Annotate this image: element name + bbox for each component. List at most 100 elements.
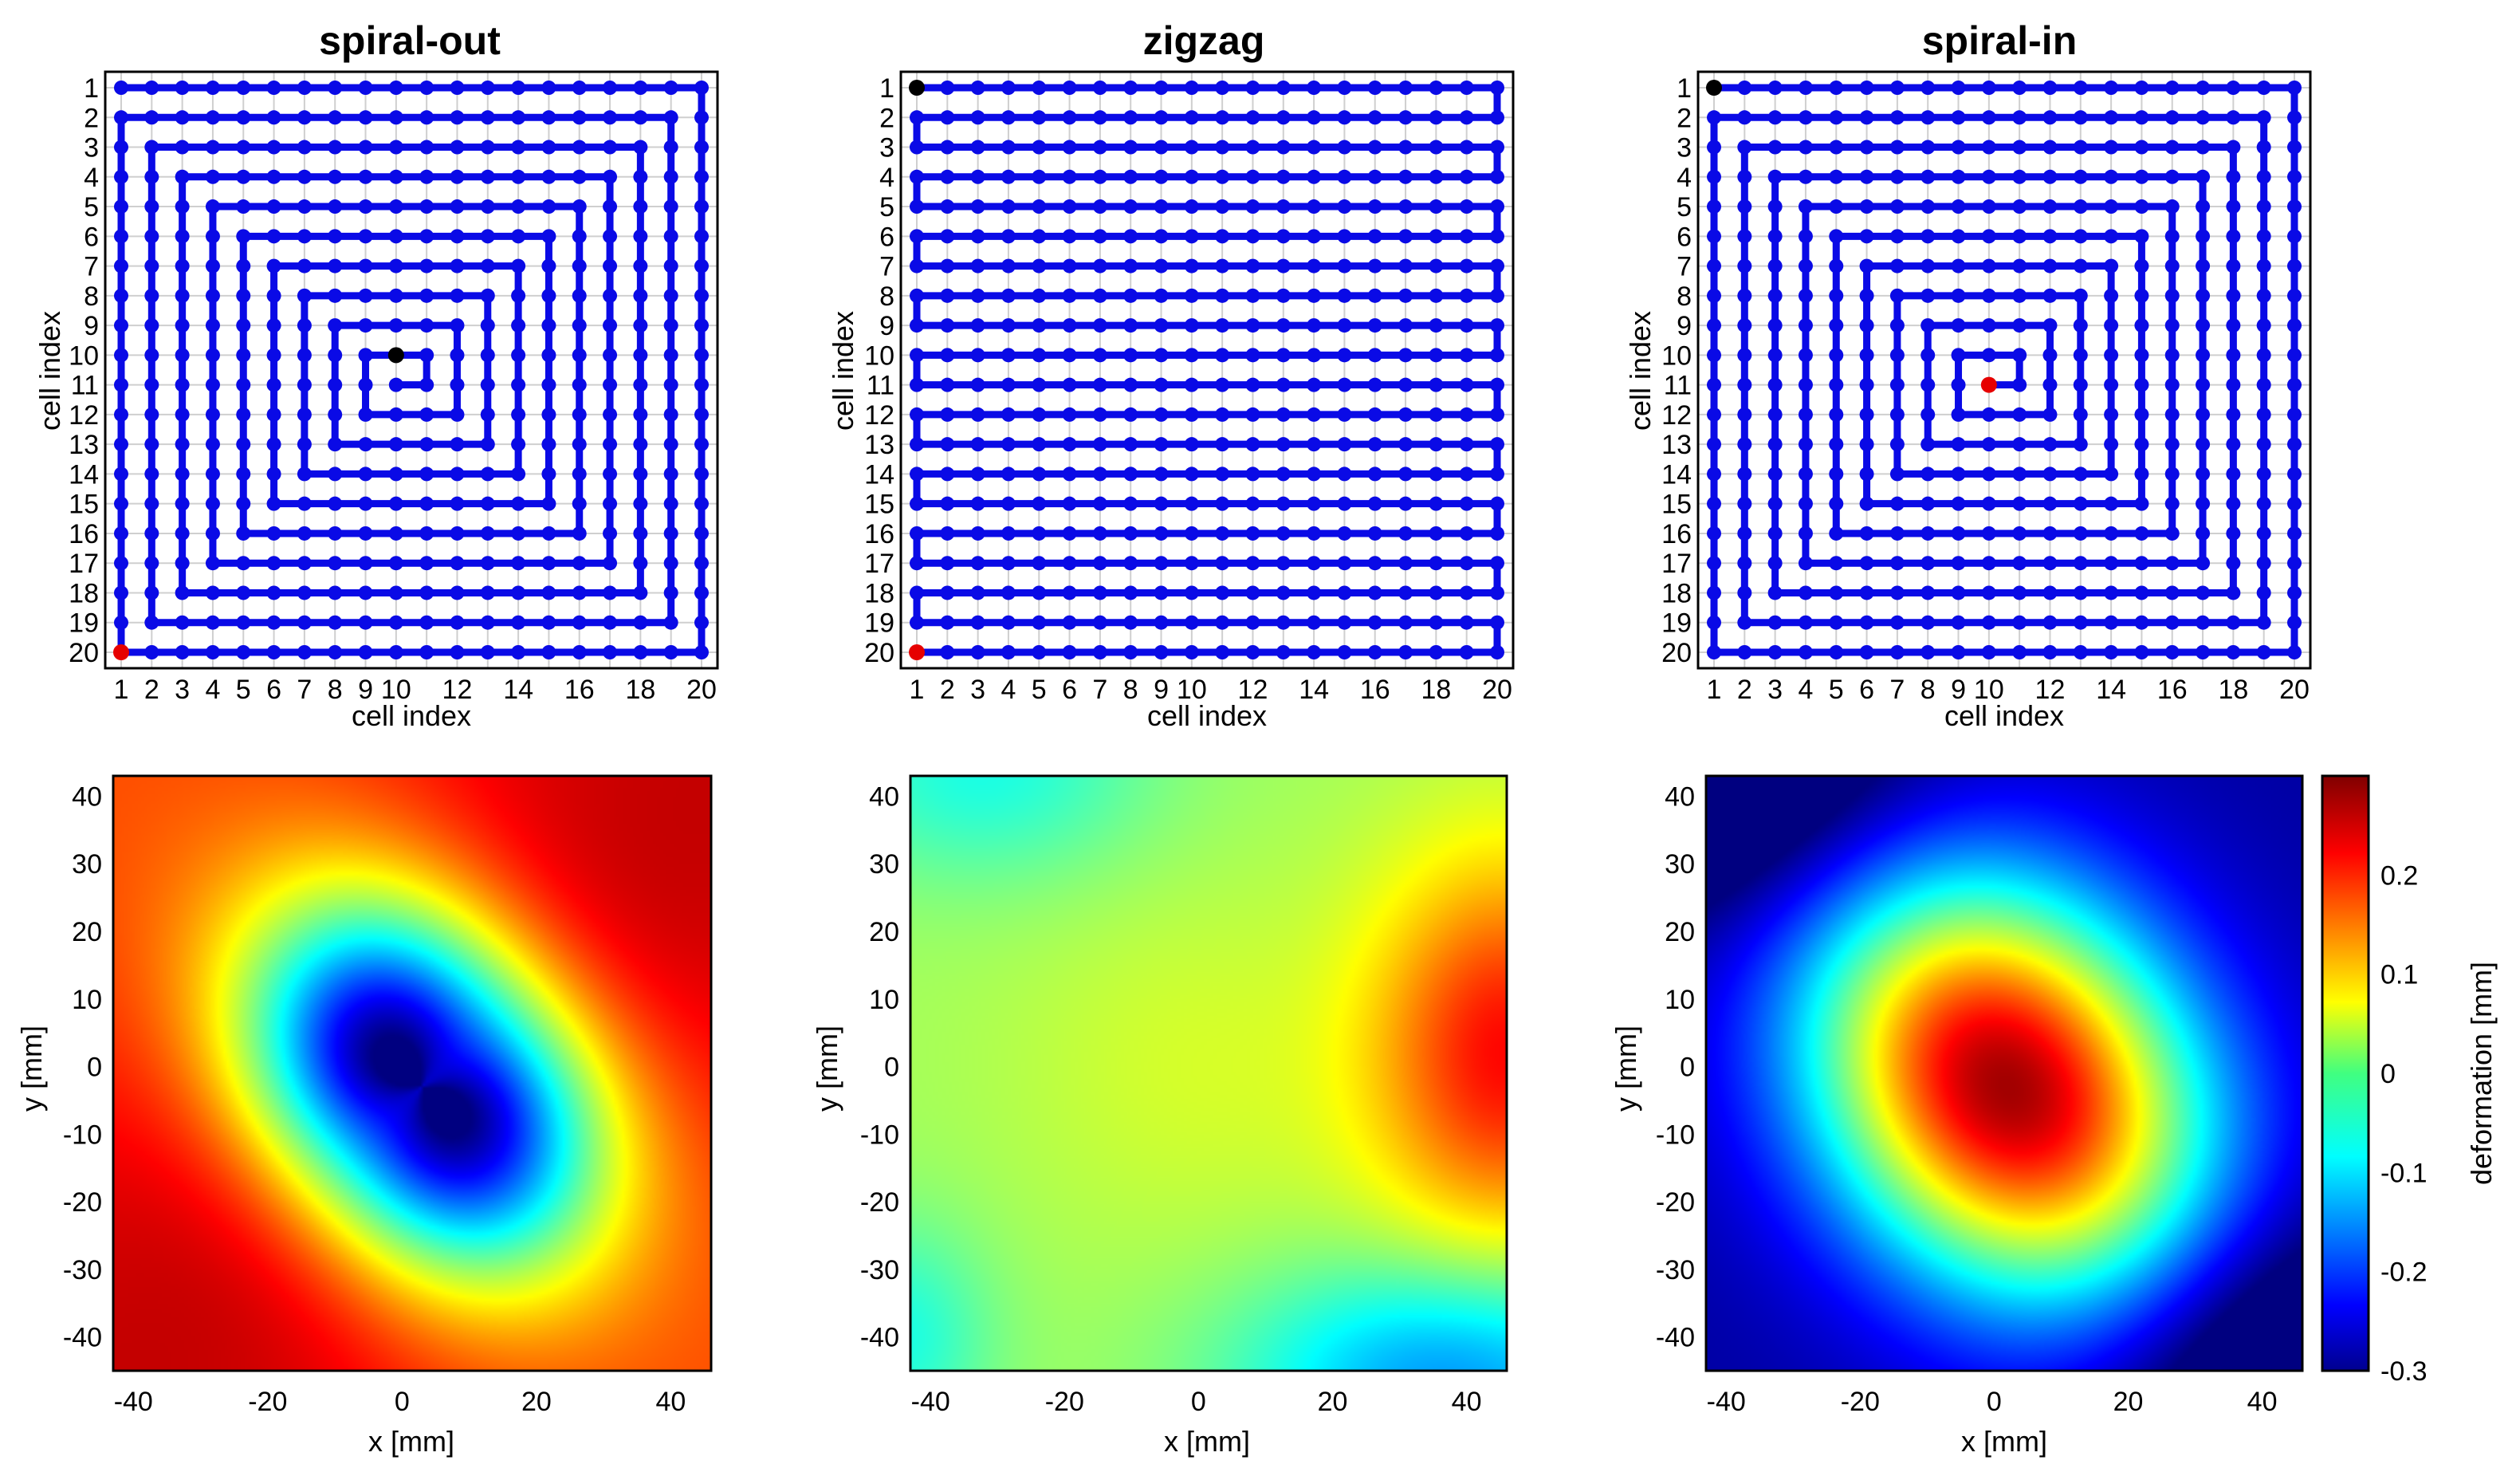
cell-point (1951, 169, 1966, 184)
cell-point (144, 110, 159, 125)
cell-point (328, 496, 343, 511)
cell-point (1154, 525, 1169, 541)
cell-point (2196, 229, 2211, 244)
cell-point (419, 169, 434, 184)
cell-point (1459, 615, 1474, 630)
cell-point (694, 437, 709, 452)
y-tick-label: 18 (1661, 578, 1692, 608)
cell-point (1951, 258, 1966, 274)
zigzag-scan-path (913, 84, 1501, 656)
y-tick-label: 0 (884, 1053, 899, 1083)
cell-point (940, 525, 955, 541)
y-tick-label: 7 (84, 252, 99, 282)
cell-point (236, 199, 251, 215)
cell-point (266, 496, 281, 511)
cell-point (1951, 288, 1966, 303)
cell-point (205, 258, 220, 274)
cell-point (633, 645, 648, 659)
x-tick-label: 18 (1421, 675, 1451, 705)
cell-point (1459, 496, 1474, 511)
cell-point (511, 169, 526, 184)
cell-point (1276, 318, 1291, 333)
spiral-out-grid (105, 72, 717, 668)
x-tick-label: 9 (1951, 675, 1966, 705)
x-tick-label: 2 (1737, 675, 1752, 705)
cell-point (297, 199, 312, 215)
cell-point (236, 525, 251, 541)
cell-point (1276, 437, 1291, 452)
cell-point (297, 81, 312, 95)
cell-point (2226, 377, 2241, 392)
cell-point (1859, 556, 1874, 571)
cell-point (1429, 199, 1444, 215)
cell-point (663, 110, 678, 125)
cell-point (1154, 496, 1169, 511)
cell-point (1032, 496, 1047, 511)
cell-point (1001, 169, 1016, 184)
cell-point (297, 377, 312, 392)
cell-point (1245, 615, 1260, 630)
cell-point (2256, 466, 2271, 482)
x-tick-label: 2 (940, 675, 955, 705)
cell-point (266, 140, 281, 155)
cell-point (480, 81, 495, 95)
cell-point (297, 288, 312, 303)
cell-point (1184, 258, 1199, 274)
cell-point (2226, 645, 2241, 659)
cell-point (1951, 318, 1966, 333)
cell-point (1889, 556, 1905, 571)
cell-point (1032, 615, 1047, 630)
cell-point (1001, 288, 1016, 303)
cell-point (1889, 229, 1905, 244)
x-tick-label: 12 (1238, 675, 1268, 705)
cell-point (1184, 437, 1199, 452)
spiral-in-map-x-ticks: -40 -20 0 20 40 (1707, 1387, 2278, 1417)
cell-point (1798, 199, 1813, 215)
cell-point (266, 199, 281, 215)
cell-point (541, 496, 556, 511)
cell-point (511, 140, 526, 155)
y-tick-label: 2 (84, 103, 99, 133)
cell-point (297, 258, 312, 274)
y-tick-label: -30 (1656, 1255, 1695, 1285)
cell-point (603, 496, 618, 511)
cell-point (1245, 466, 1260, 482)
cell-point (910, 377, 924, 392)
cell-point (1920, 615, 1936, 630)
spiral-out-scan-path (117, 84, 706, 656)
cell-point (205, 556, 220, 571)
cell-point (1123, 525, 1138, 541)
cell-point (1767, 229, 1783, 244)
cell-point (1092, 199, 1107, 215)
cell-point (2287, 556, 2302, 571)
cell-point (2134, 437, 2149, 452)
spiral-out-map-frame (112, 774, 713, 1372)
cell-point (1123, 229, 1138, 244)
zigzag-map-xlabel: x [mm] (1164, 1425, 1250, 1458)
cell-point (910, 348, 924, 363)
cell-point (1490, 496, 1504, 511)
cell-point (1062, 229, 1077, 244)
cell-point (419, 466, 434, 482)
cell-point (1123, 585, 1138, 600)
cell-point (2256, 140, 2271, 155)
cell-point (511, 229, 526, 244)
cell-point (1001, 525, 1016, 541)
cell-point (1798, 645, 1813, 659)
cell-point (663, 437, 678, 452)
cell-point (1245, 645, 1260, 659)
cell-point (603, 348, 618, 363)
cell-point (2196, 140, 2211, 155)
cell-point (663, 258, 678, 274)
cell-point (175, 110, 190, 125)
x-tick-label: 6 (266, 675, 281, 705)
cell-point (940, 437, 955, 452)
cell-point (1951, 110, 1966, 125)
cell-point (633, 140, 648, 155)
cell-point (1767, 318, 1783, 333)
cell-point (2104, 585, 2119, 600)
cell-point (1307, 318, 1322, 333)
cell-point (205, 318, 220, 333)
cell-point (1032, 140, 1047, 155)
cell-point (1398, 525, 1413, 541)
